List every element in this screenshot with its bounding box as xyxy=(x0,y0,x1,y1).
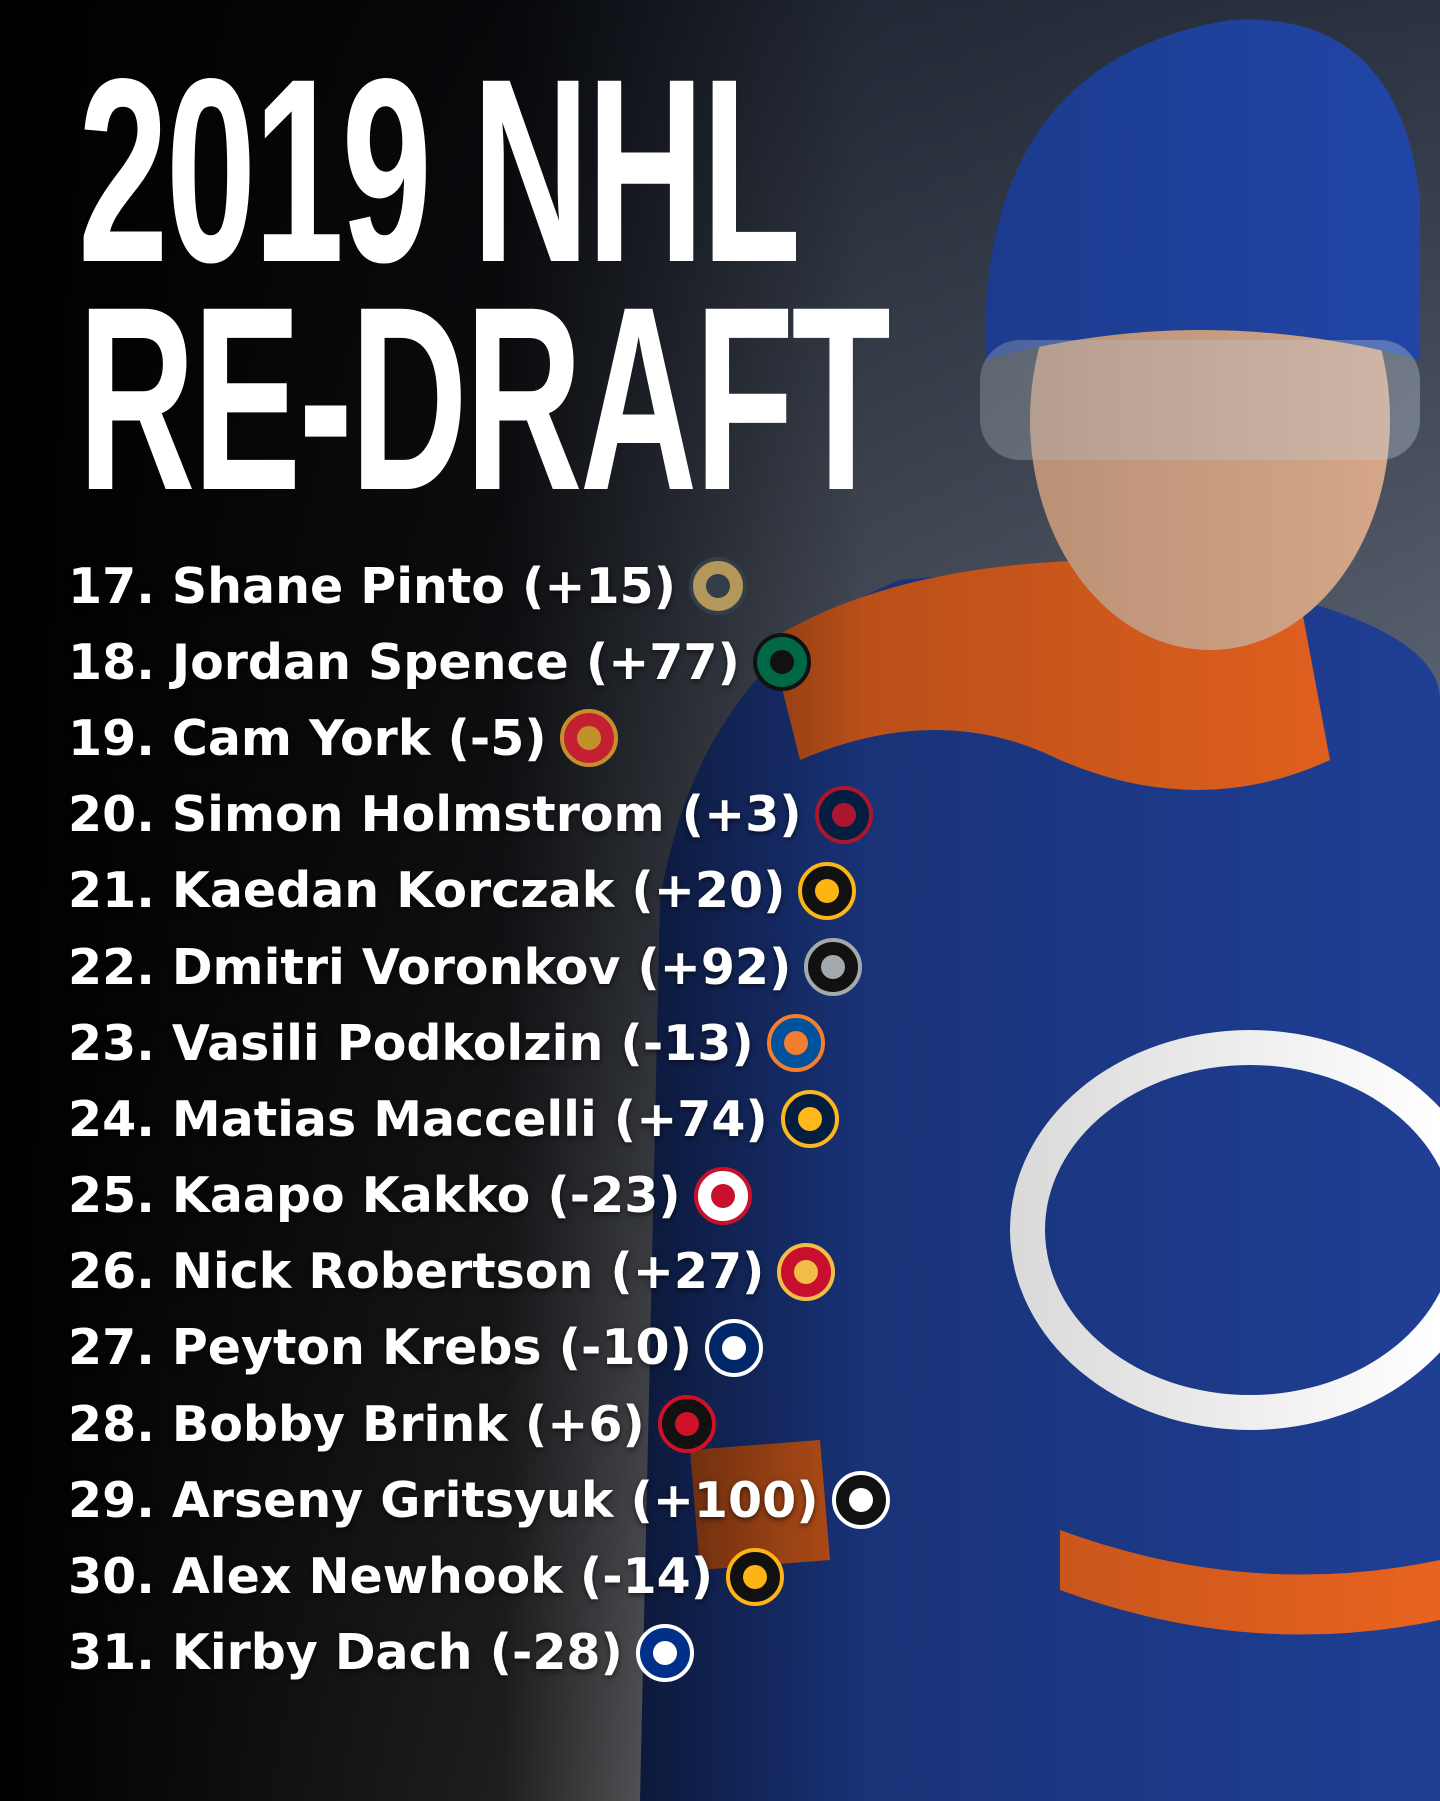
pick-row: 26. Nick Robertson (+27) xyxy=(68,1234,891,1310)
pick-text: 20. Simon Holmstrom (+3) xyxy=(68,786,802,844)
pick-row: 19. Cam York (-5) xyxy=(68,700,891,776)
pick-text: 22. Dmitri Voronkov (+92) xyxy=(68,938,792,996)
pick-row: 24. Matias Maccelli (+74) xyxy=(68,1081,891,1157)
team-logo xyxy=(798,861,857,920)
team-logo xyxy=(726,1547,785,1606)
pick-row: 21. Kaedan Korczak (+20) xyxy=(68,853,891,929)
pick-text: 26. Nick Robertson (+27) xyxy=(68,1243,765,1301)
pick-text: 19. Cam York (-5) xyxy=(68,709,547,767)
pick-list: 17. Shane Pinto (+15) 18. Jordan Spence (… xyxy=(68,548,891,1691)
pick-text: 21. Kaedan Korczak (+20) xyxy=(68,862,786,920)
pick-text: 29. Arseny Gritsyuk (+100) xyxy=(68,1471,819,1529)
pick-row: 27. Peyton Krebs (-10) xyxy=(68,1310,891,1386)
pick-row: 20. Simon Holmstrom (+3) xyxy=(68,777,891,853)
pick-row: 17. Shane Pinto (+15) xyxy=(68,548,891,624)
pick-text: 27. Peyton Krebs (-10) xyxy=(68,1319,692,1377)
pick-text: 24. Matias Maccelli (+74) xyxy=(68,1090,768,1148)
team-logo xyxy=(693,1166,752,1225)
pick-text: 25. Kaapo Kakko (-23) xyxy=(68,1167,681,1225)
team-logo xyxy=(766,1014,825,1073)
team-logo xyxy=(777,1242,836,1301)
pick-row: 29. Arseny Gritsyuk (+100) xyxy=(68,1462,891,1538)
pick-text: 28. Bobby Brink (+6) xyxy=(68,1395,645,1453)
title-line: RE-DRAFT xyxy=(78,252,891,545)
team-logo xyxy=(804,938,863,997)
pick-text: 17. Shane Pinto (+15) xyxy=(68,557,677,615)
pick-row: 25. Kaapo Kakko (-23) xyxy=(68,1158,891,1234)
pick-row: 23. Vasili Podkolzin (-13) xyxy=(68,1005,891,1081)
team-logo xyxy=(704,1318,763,1377)
pick-text: 31. Kirby Dach (-28) xyxy=(68,1624,623,1682)
team-logo xyxy=(689,557,748,616)
team-logo xyxy=(831,1471,890,1530)
team-logo xyxy=(635,1623,694,1682)
pick-row: 18. Jordan Spence (+77) xyxy=(68,624,891,700)
pick-text: 18. Jordan Spence (+77) xyxy=(68,633,740,691)
pick-row: 31. Kirby Dach (-28) xyxy=(68,1615,891,1691)
team-logo xyxy=(814,785,873,844)
pick-row: 22. Dmitri Voronkov (+92) xyxy=(68,929,891,1005)
pick-row: 28. Bobby Brink (+6) xyxy=(68,1386,891,1462)
pick-row: 30. Alex Newhook (-14) xyxy=(68,1538,891,1614)
team-logo xyxy=(752,633,811,692)
team-logo xyxy=(780,1090,839,1149)
title-line: 2019 NHL xyxy=(78,24,801,317)
pick-text: 30. Alex Newhook (-14) xyxy=(68,1548,714,1606)
team-logo xyxy=(657,1395,716,1454)
pick-text: 23. Vasili Podkolzin (-13) xyxy=(68,1014,754,1072)
team-logo xyxy=(559,709,618,768)
